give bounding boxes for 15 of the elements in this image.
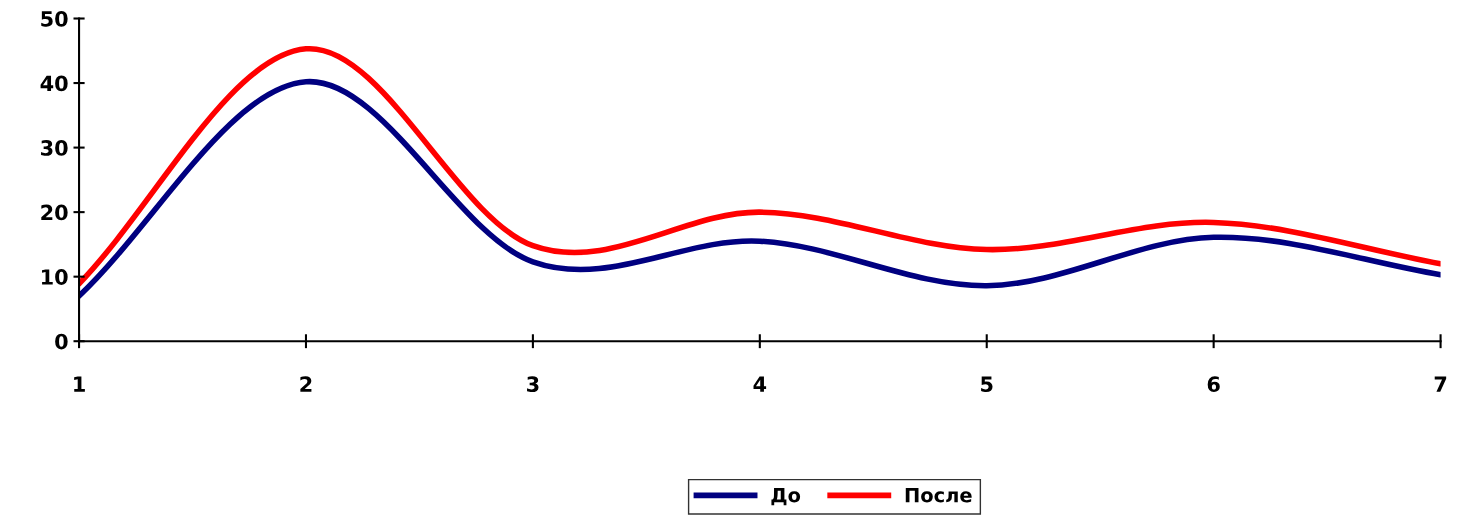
x-tick-label: 4 [753,376,767,392]
legend-label: После [905,487,972,503]
x-tick-label: 2 [300,376,312,392]
y-tick-label: 50 [41,10,68,27]
y-tick-label: 40 [40,75,68,92]
y-tick-label: 10 [42,269,68,285]
legend-label: До [771,487,801,506]
y-tick-label: 0 [55,333,68,350]
y-tick-label: 20 [41,204,68,221]
x-tick-label: 5 [981,376,993,393]
x-tick-label: 7 [1434,376,1447,392]
y-tick-label: 30 [41,140,68,156]
x-tick-label: 3 [527,376,539,393]
x-tick-label: 1 [74,376,85,392]
x-tick-label: 6 [1207,376,1220,393]
